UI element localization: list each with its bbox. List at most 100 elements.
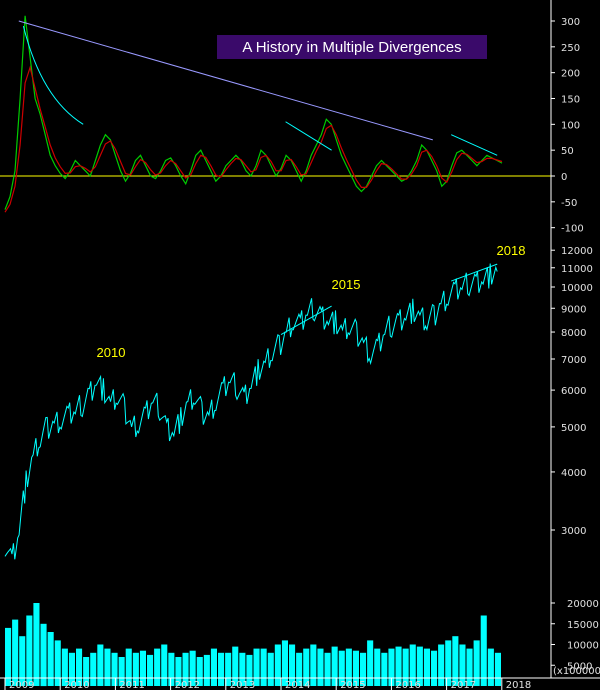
volume-bar: [367, 640, 374, 686]
volume-bar: [26, 615, 33, 686]
osc-ytick-300: 300: [561, 17, 580, 28]
volume-bar: [168, 652, 175, 686]
volume-bar: [438, 644, 445, 686]
price-ytick-4000: 4000: [561, 468, 586, 479]
volume-bar: [132, 652, 139, 686]
volume-bar: [416, 646, 423, 686]
volume-bar: [40, 623, 47, 687]
volume-bar: [487, 648, 494, 686]
volume-bar: [218, 652, 225, 686]
volume-bar: [431, 650, 438, 686]
volume-bar: [317, 648, 324, 686]
price-ytick-5000: 5000: [561, 423, 586, 434]
volume-bar: [253, 648, 260, 686]
volume-bar: [12, 619, 19, 686]
volume-bar: [161, 644, 168, 686]
chart-title: A History in Multiple Divergences: [242, 39, 461, 56]
volume-bar: [452, 636, 459, 686]
annotation-2018: 2018: [497, 243, 526, 258]
price-ytick-9000: 9000: [561, 304, 586, 315]
volume-bar: [402, 648, 409, 686]
volume-ytick-20000: 20000: [567, 599, 599, 610]
volume-bar: [118, 657, 125, 686]
osc-ytick-100: 100: [561, 120, 580, 131]
volume-bar: [466, 648, 473, 686]
volume-bar: [210, 648, 217, 686]
xtick-2016: 2016: [395, 680, 420, 690]
volume-bar: [5, 627, 12, 686]
volume-bar: [324, 652, 331, 686]
price-ytick-11000: 11000: [561, 264, 593, 275]
osc-ytick-50: 50: [561, 146, 574, 157]
volume-bar: [232, 646, 239, 686]
xtick-2009: 2009: [9, 680, 34, 690]
xtick-2010: 2010: [64, 680, 89, 690]
oscillator-trendline-4: [450, 134, 498, 156]
volume-bar: [423, 648, 430, 686]
volume-bar: [246, 654, 253, 686]
osc-ytick-250: 250: [561, 43, 580, 54]
volume-bar: [90, 652, 97, 686]
osc-ytick-0: 0: [561, 172, 567, 183]
price-line: [4, 263, 498, 560]
volume-bar: [381, 652, 388, 686]
volume-bar: [494, 652, 501, 686]
volume-bar: [473, 640, 480, 686]
volume-bar: [54, 640, 61, 686]
volume-bar: [203, 654, 210, 686]
volume-bar: [303, 648, 310, 686]
xtick-2012: 2012: [175, 680, 200, 690]
oscillator-trendline-1: [18, 20, 433, 141]
volume-unit-label: (x100000): [553, 666, 600, 677]
oscillator-panel: [0, 15, 552, 213]
volume-bar: [33, 603, 40, 686]
xtick-2015: 2015: [340, 680, 365, 690]
osc-ytick--100: -100: [561, 224, 584, 235]
osc-ytick--50: -50: [561, 198, 577, 209]
volume-bar: [267, 652, 274, 686]
volume-bar: [345, 648, 352, 686]
volume-bar: [260, 648, 267, 686]
price-ytick-8000: 8000: [561, 328, 586, 339]
price-trendline-1: [280, 305, 332, 336]
osc-ytick-150: 150: [561, 95, 580, 106]
volume-bar: [459, 644, 466, 686]
volume-bar: [388, 648, 395, 686]
annotation-2015: 2015: [332, 277, 361, 292]
volume-bar: [125, 648, 132, 686]
price-ytick-12000: 12000: [561, 246, 593, 257]
volume-bar: [274, 644, 281, 686]
volume-bar: [289, 644, 296, 686]
volume-bar: [281, 640, 288, 686]
osc-ytick-200: 200: [561, 69, 580, 80]
volume-bar: [76, 648, 83, 686]
volume-bar: [225, 652, 232, 686]
volume-bar: [147, 654, 154, 686]
price-ytick-10000: 10000: [561, 283, 593, 294]
volume-bar: [360, 652, 367, 686]
volume-bar: [97, 644, 104, 686]
volume-bar: [189, 650, 196, 686]
volume-ytick-15000: 15000: [567, 620, 599, 631]
volume-bar: [19, 636, 26, 686]
volume-panel: [5, 603, 501, 687]
volume-bar: [239, 652, 246, 686]
price-ytick-7000: 7000: [561, 355, 586, 366]
price-ytick-3000: 3000: [561, 526, 586, 537]
volume-bar: [61, 648, 68, 686]
volume-bar: [374, 648, 381, 686]
oscillator-trendline-3: [285, 121, 332, 151]
volume-bar: [480, 615, 487, 686]
volume-bar: [338, 650, 345, 686]
xtick-2018: 2018: [506, 680, 531, 690]
volume-bar: [68, 652, 75, 686]
volume-bar: [296, 652, 303, 686]
oscillator-trendline-2: [22, 26, 84, 125]
xtick-2013: 2013: [230, 680, 255, 690]
price-panel: 2010 2015 2018: [4, 243, 526, 560]
volume-bar: [83, 657, 90, 686]
volume-bar: [352, 650, 359, 686]
price-ytick-6000: 6000: [561, 386, 586, 397]
